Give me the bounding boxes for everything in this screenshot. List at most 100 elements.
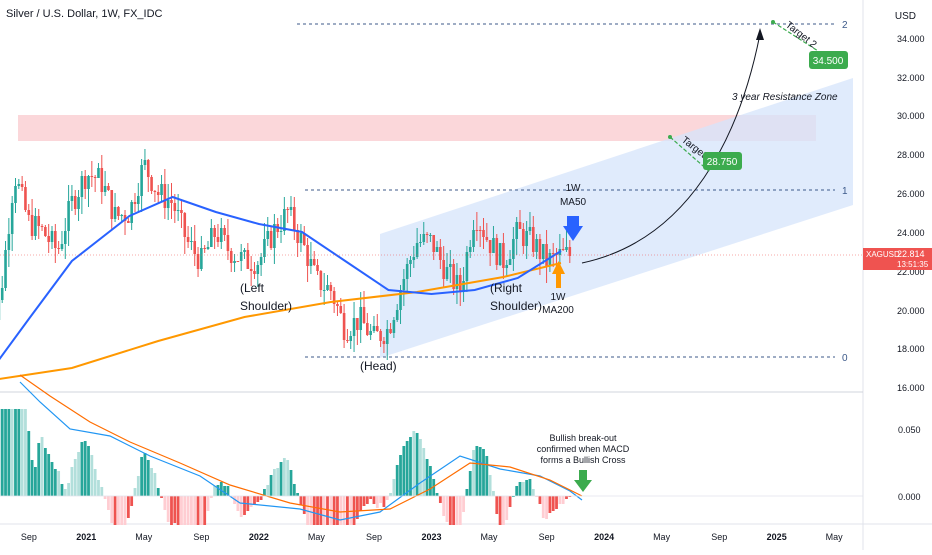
candle-body bbox=[193, 241, 196, 254]
macd-bar bbox=[87, 446, 90, 496]
macd-bar bbox=[57, 471, 60, 496]
candle-body bbox=[190, 241, 193, 242]
candle-body bbox=[412, 257, 415, 260]
macd-bar bbox=[270, 475, 273, 496]
macd-bar bbox=[104, 496, 107, 499]
candle-body bbox=[207, 247, 210, 249]
candle-body bbox=[379, 331, 382, 341]
macd-bar bbox=[548, 496, 551, 513]
candle-body bbox=[114, 207, 117, 219]
candle-body bbox=[449, 264, 452, 267]
ma50-label-2: MA50 bbox=[560, 197, 587, 208]
candle-body bbox=[476, 230, 479, 231]
candle-body bbox=[489, 240, 492, 253]
candle-body bbox=[237, 261, 240, 262]
candle-body bbox=[24, 187, 27, 210]
macd-bar bbox=[373, 496, 376, 504]
macd-bar bbox=[313, 496, 316, 525]
candle-body bbox=[220, 228, 223, 242]
candle-body bbox=[323, 290, 326, 291]
candle-body bbox=[183, 213, 186, 237]
candle-body bbox=[469, 247, 472, 252]
candle-body bbox=[230, 251, 233, 263]
macd-bar bbox=[71, 467, 74, 496]
macd-bar bbox=[134, 488, 137, 496]
candle-body bbox=[74, 196, 77, 209]
macd-bar bbox=[366, 496, 369, 504]
macd-bar bbox=[100, 487, 103, 496]
macd-bar bbox=[117, 496, 120, 525]
last-price-value: 22.814 bbox=[897, 249, 925, 259]
macd-bar bbox=[74, 459, 77, 496]
target2-value: 34.500 bbox=[813, 56, 844, 67]
macd-bar bbox=[114, 496, 117, 525]
currency-label: USD bbox=[895, 11, 916, 22]
candle-body bbox=[562, 249, 565, 250]
candle-body bbox=[349, 336, 352, 341]
candle-body bbox=[336, 304, 339, 306]
macd-bar bbox=[346, 496, 349, 525]
macd-bar bbox=[250, 496, 253, 507]
macd-bar bbox=[323, 496, 326, 525]
candle-body bbox=[446, 267, 449, 279]
x-tick-label: May bbox=[480, 532, 498, 542]
candle-body bbox=[320, 271, 323, 290]
macd-bar bbox=[422, 448, 425, 496]
candle-body bbox=[426, 234, 429, 235]
macd-bar bbox=[31, 460, 34, 496]
candle-body bbox=[280, 231, 283, 232]
macd-bar bbox=[24, 409, 27, 496]
candle-body bbox=[552, 253, 555, 254]
candle-body bbox=[386, 329, 389, 344]
macd-bar bbox=[207, 496, 210, 511]
x-tick-label: Sep bbox=[193, 532, 209, 542]
macd-bar bbox=[137, 476, 140, 496]
candle-body bbox=[71, 196, 74, 201]
macd-bar bbox=[223, 486, 226, 496]
macd-bar bbox=[153, 473, 156, 496]
candle-body bbox=[316, 265, 319, 271]
macd-bar bbox=[300, 496, 303, 505]
x-tick-label: May bbox=[653, 532, 671, 542]
macd-bar bbox=[84, 441, 87, 496]
macd-bar bbox=[243, 496, 246, 515]
x-tick-label: Sep bbox=[539, 532, 555, 542]
candle-body bbox=[565, 247, 568, 250]
macd-bar bbox=[253, 496, 256, 505]
candle-body bbox=[499, 243, 502, 265]
last-price-symbol: XAGUSD bbox=[866, 250, 900, 259]
macd-bar bbox=[4, 409, 7, 496]
macd-bar bbox=[359, 496, 362, 511]
macd-bar bbox=[499, 496, 502, 525]
macd-bar bbox=[449, 496, 452, 525]
candle-body bbox=[100, 168, 103, 192]
macd-bar bbox=[442, 496, 445, 516]
macd-bar bbox=[446, 496, 449, 522]
candle-body bbox=[154, 191, 157, 192]
macd-bar bbox=[495, 496, 498, 514]
macd-bar bbox=[472, 450, 475, 496]
macd-bar bbox=[416, 433, 419, 496]
macd-bar bbox=[110, 496, 113, 523]
candle-body bbox=[223, 228, 226, 235]
candle-body bbox=[436, 247, 439, 252]
y-tick-label: 16.000 bbox=[897, 383, 925, 393]
macd-bar bbox=[144, 453, 147, 496]
macd-bar bbox=[386, 496, 389, 500]
macd-bar bbox=[266, 485, 269, 496]
candle-body bbox=[383, 341, 386, 344]
macd-bar bbox=[436, 493, 439, 496]
candle-body bbox=[197, 254, 200, 269]
candle-body bbox=[326, 285, 329, 290]
target1-value: 28.750 bbox=[707, 157, 738, 168]
right-shoulder-label-1: (Right bbox=[490, 281, 523, 295]
macd-bar bbox=[193, 496, 196, 525]
macd-bar bbox=[107, 496, 110, 510]
x-tick-label: Sep bbox=[21, 532, 37, 542]
macd-bar bbox=[363, 496, 366, 506]
macd-bar bbox=[124, 496, 127, 525]
candle-body bbox=[170, 200, 173, 203]
macd-bar bbox=[293, 484, 296, 496]
macd-bar bbox=[14, 409, 17, 496]
